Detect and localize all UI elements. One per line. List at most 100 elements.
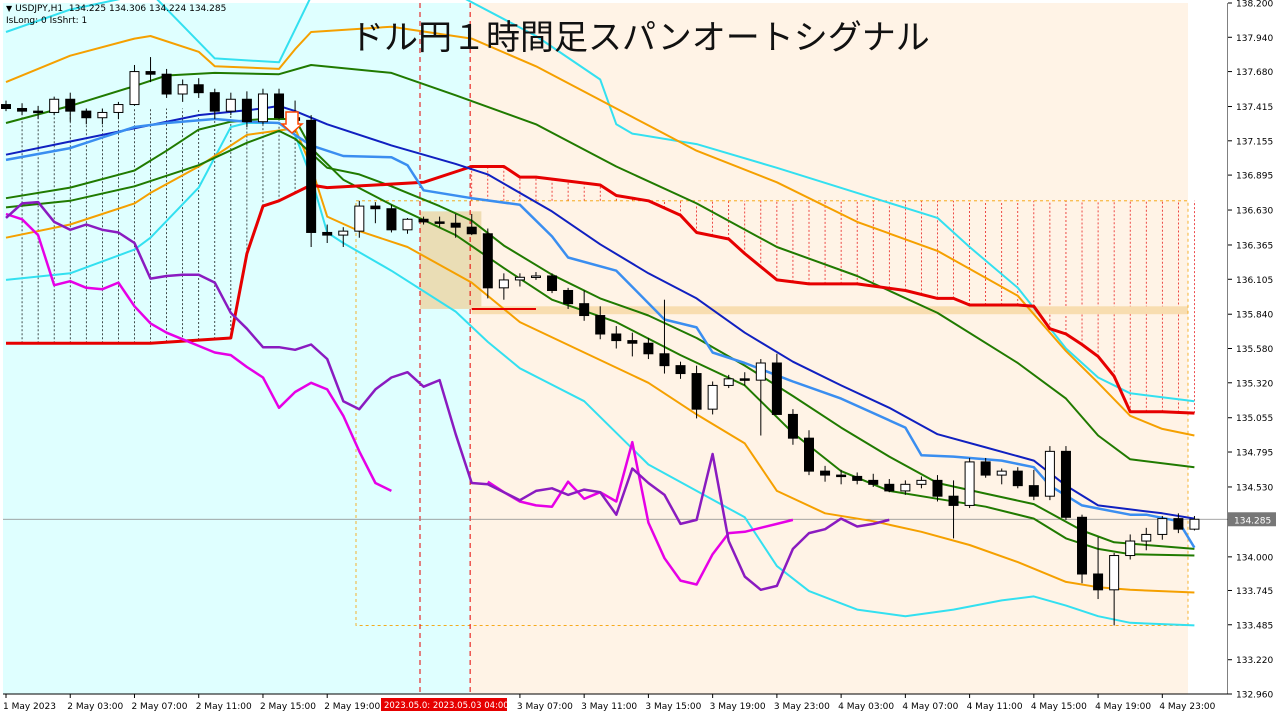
candle bbox=[257, 88, 268, 125]
candle-body bbox=[836, 474, 847, 478]
candle bbox=[274, 88, 285, 120]
ohlc-values: 134.225 134.306 134.224 134.285 bbox=[68, 4, 227, 14]
y-tick-label: 135.055 bbox=[1236, 414, 1273, 424]
candle bbox=[868, 473, 879, 487]
series-ma-darkgreen bbox=[5, 129, 1195, 550]
candle bbox=[1012, 467, 1023, 489]
series-ma-blue bbox=[5, 104, 1195, 520]
y-tick-label: 137.940 bbox=[1236, 34, 1273, 44]
candle bbox=[1060, 446, 1071, 520]
candle-body bbox=[17, 107, 28, 112]
candle-body bbox=[932, 479, 943, 497]
candle bbox=[338, 227, 349, 247]
series-bb-mid-upper bbox=[5, 25, 1195, 437]
series-span-line-magenta-2 bbox=[487, 440, 794, 586]
candle bbox=[1189, 515, 1200, 531]
candle-body bbox=[322, 231, 333, 236]
candle-body bbox=[595, 315, 606, 335]
candle-body bbox=[884, 483, 895, 492]
candle bbox=[804, 430, 814, 476]
candle bbox=[33, 105, 44, 120]
candle-body bbox=[739, 378, 750, 381]
y-tick-label: 136.895 bbox=[1236, 172, 1273, 182]
x-tick-label: 4 May 07:00 bbox=[902, 702, 958, 712]
series-bb-inner-lower bbox=[5, 118, 1195, 557]
position-info: IsLong: 0 IsShrt: 1 bbox=[6, 16, 88, 26]
candle-body bbox=[97, 111, 108, 119]
candle-body bbox=[209, 92, 220, 112]
candle bbox=[97, 108, 108, 125]
y-tick-label: 137.155 bbox=[1236, 137, 1273, 147]
y-tick-label: 134.795 bbox=[1236, 449, 1273, 459]
y-tick-label: 136.630 bbox=[1236, 207, 1273, 217]
series-ma-lightblue bbox=[5, 117, 1196, 549]
y-tick-label: 132.960 bbox=[1236, 691, 1273, 701]
candle-body bbox=[1028, 485, 1039, 497]
x-tick-label: 3 May 23:00 bbox=[774, 702, 830, 712]
candle bbox=[450, 213, 461, 238]
x-tick-label: 3 May 19:00 bbox=[710, 702, 766, 712]
candle bbox=[884, 479, 895, 493]
y-tick-label: 136.105 bbox=[1236, 276, 1273, 286]
y-tick-label: 134.530 bbox=[1236, 483, 1273, 493]
candle-body bbox=[996, 470, 1007, 476]
candle-body bbox=[1, 104, 11, 109]
candle-body bbox=[964, 461, 975, 506]
x-tick-label: 4 May 03:00 bbox=[838, 702, 894, 712]
candle bbox=[1125, 534, 1136, 560]
series-span-line-magenta bbox=[5, 212, 392, 493]
cloud-zone-right bbox=[470, 3, 1188, 694]
candle bbox=[547, 273, 558, 294]
candle-body bbox=[948, 495, 959, 506]
candle-body bbox=[370, 205, 381, 210]
candle bbox=[820, 465, 831, 482]
candle bbox=[595, 306, 606, 340]
collapse-triangle-icon[interactable]: ▼ bbox=[6, 4, 13, 13]
x-tick-label: 2 May 11:00 bbox=[196, 702, 252, 712]
candle bbox=[193, 78, 204, 98]
series-chikou-purple bbox=[5, 200, 890, 592]
candle-body bbox=[1141, 533, 1152, 542]
candle bbox=[1157, 515, 1168, 540]
candle-body bbox=[771, 362, 782, 415]
y-tick-label: 133.485 bbox=[1236, 621, 1273, 631]
candle bbox=[530, 272, 541, 280]
current-price-box bbox=[1228, 512, 1276, 527]
sell-signal-arrow-icon bbox=[280, 111, 304, 135]
candle bbox=[996, 468, 1007, 485]
candle bbox=[17, 103, 28, 116]
candle bbox=[49, 96, 60, 116]
candle-body bbox=[547, 275, 558, 291]
candle bbox=[579, 290, 590, 321]
candle-body bbox=[49, 98, 60, 113]
candle bbox=[482, 228, 493, 299]
candle bbox=[466, 213, 477, 236]
candle bbox=[787, 409, 798, 445]
candle bbox=[434, 216, 445, 228]
candle-body bbox=[498, 279, 509, 289]
candle bbox=[932, 475, 943, 502]
candle bbox=[209, 88, 220, 120]
x-tick-label: 3 May 07:00 bbox=[517, 702, 573, 712]
x-tick-label: 2 May 03:00 bbox=[67, 702, 123, 712]
x-tick-label: 3 May 15:00 bbox=[645, 702, 701, 712]
candle bbox=[755, 359, 766, 436]
candle-body bbox=[177, 84, 188, 95]
signal-level-band bbox=[471, 306, 1188, 315]
candle-body bbox=[916, 479, 927, 485]
candle bbox=[675, 361, 686, 379]
candle bbox=[723, 374, 734, 389]
candle bbox=[354, 200, 365, 238]
highlight-x-label: 2023.05.0: 2023.05.03 04:00 bbox=[384, 701, 509, 711]
y-axis-area bbox=[1228, 3, 1279, 694]
candle-body bbox=[852, 475, 863, 481]
candle bbox=[852, 472, 863, 485]
x-tick-label: 2 May 15:00 bbox=[260, 702, 316, 712]
candle-body bbox=[161, 73, 172, 95]
candle-body bbox=[482, 233, 493, 289]
candle-body bbox=[691, 373, 702, 410]
candle-body bbox=[81, 110, 92, 119]
candle-body bbox=[113, 104, 124, 113]
candle bbox=[916, 476, 927, 489]
